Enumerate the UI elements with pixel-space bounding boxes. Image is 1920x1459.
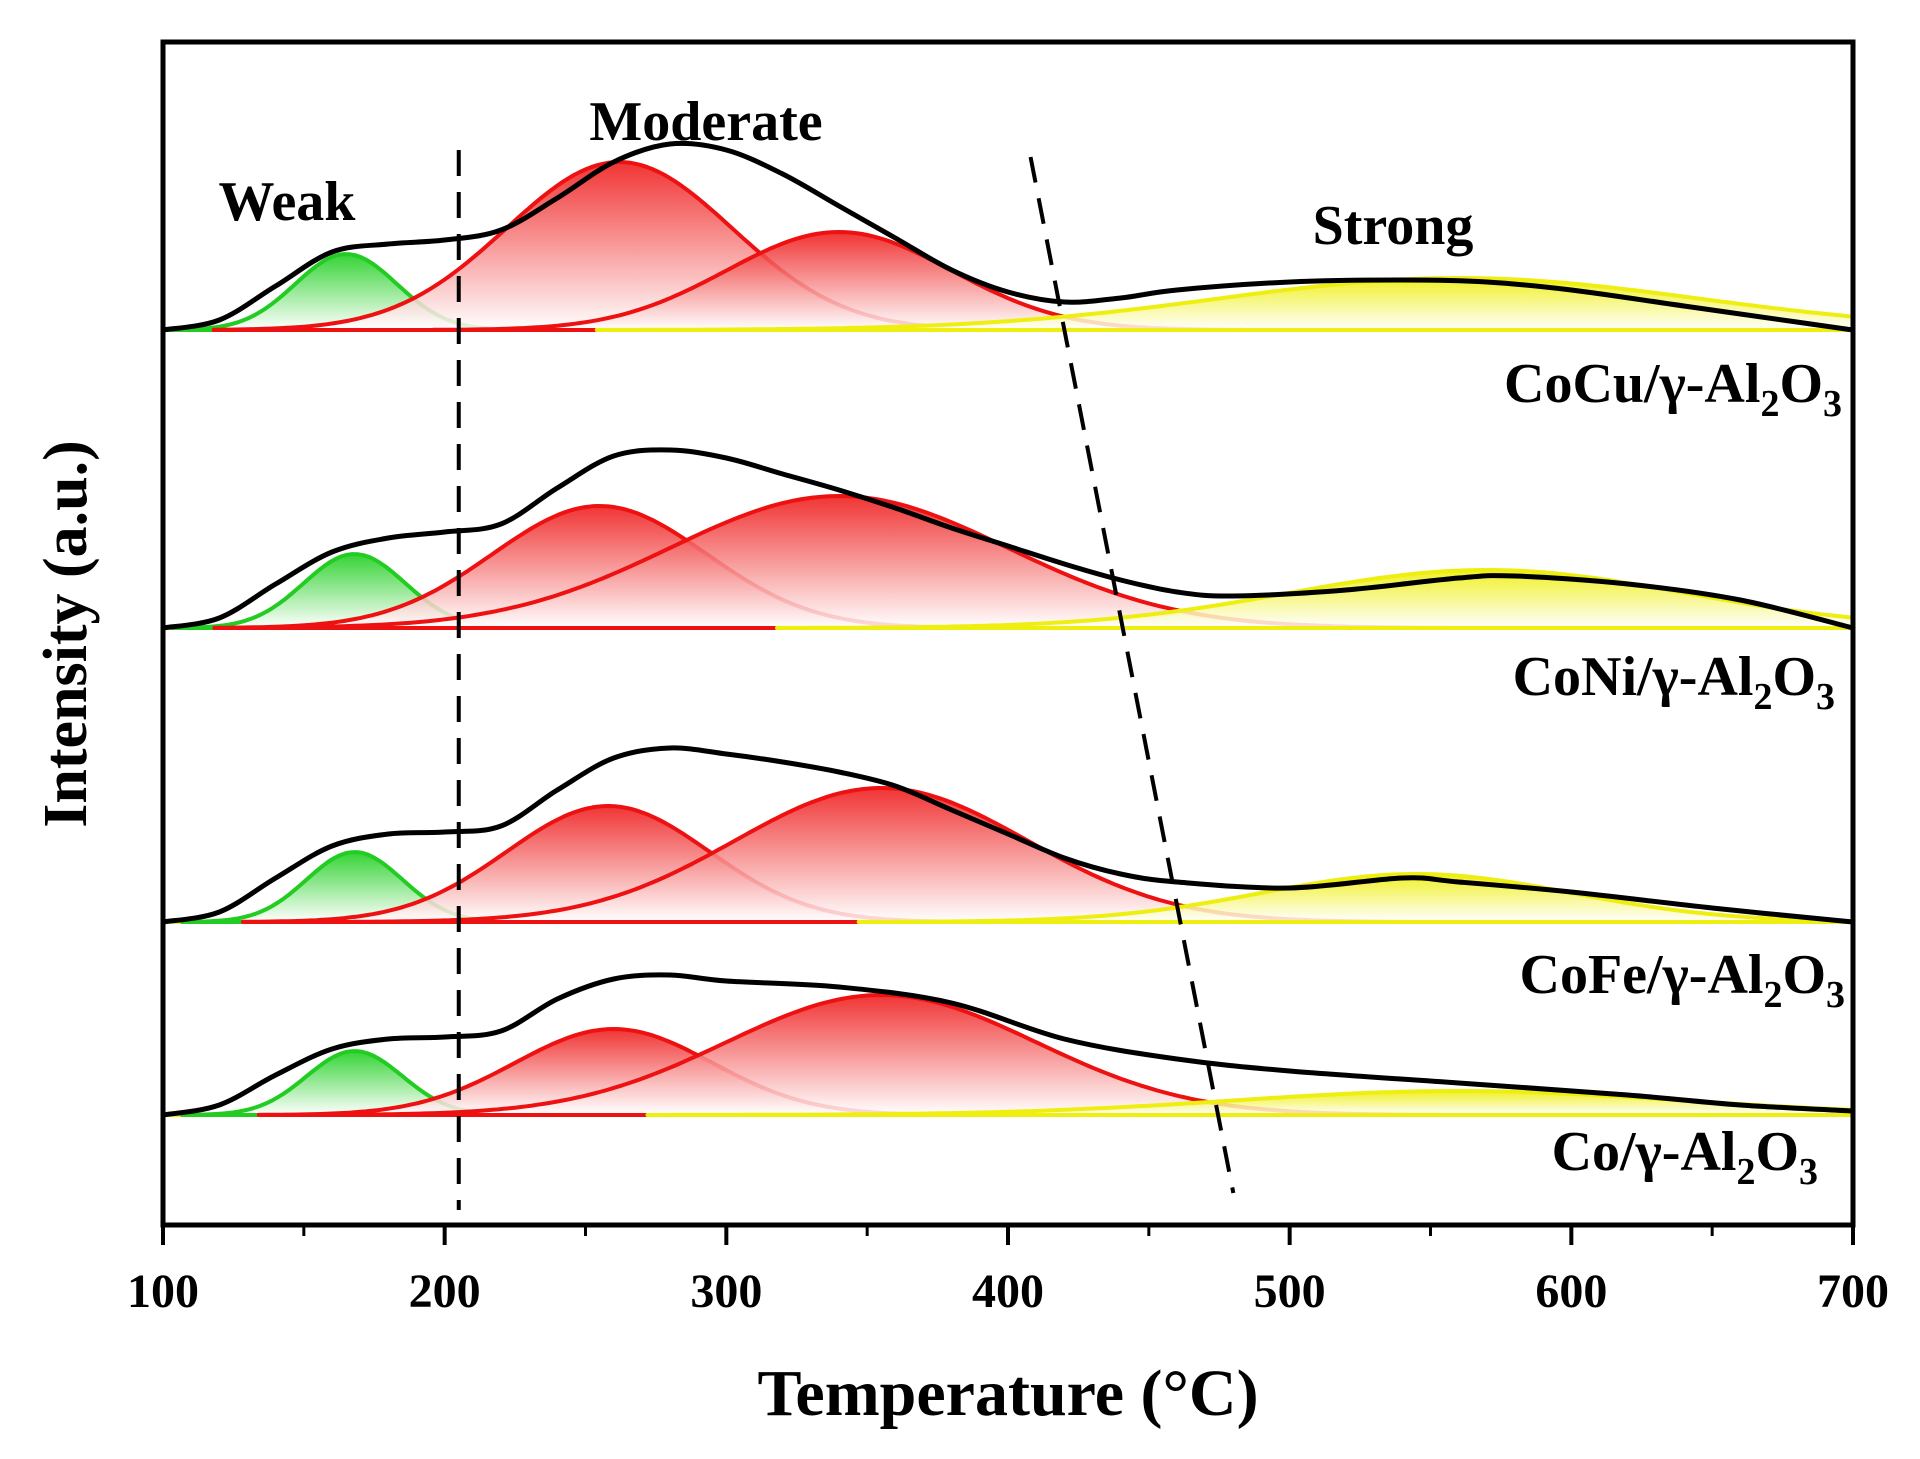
series-2 (163, 745, 1853, 925)
x-axis-label: Temperature (°C) (757, 1357, 1258, 1430)
series-envelope (163, 972, 1853, 1118)
divider-layer (456, 150, 1236, 1210)
series-envelope (163, 447, 1853, 631)
series-1 (163, 447, 1853, 631)
series-layer (163, 140, 1853, 1118)
series-0 (163, 140, 1853, 333)
series-envelope (163, 140, 1853, 333)
x-tick-label-600: 600 (1535, 1265, 1607, 1318)
y-axis-label: Intensity (a.u.) (32, 440, 100, 828)
series-envelope (163, 745, 1853, 925)
x-tick-label-300: 300 (690, 1265, 762, 1318)
x-tick-label-200: 200 (409, 1265, 481, 1318)
series-label-coni: CoNi/γ-Al2O3 (1513, 646, 1835, 718)
x-tick-label-700: 700 (1817, 1265, 1889, 1318)
region-label-weak: Weak (219, 171, 357, 233)
series-label-cocu: CoCu/γ-Al2O3 (1504, 353, 1842, 425)
x-tick-label-100: 100 (127, 1265, 199, 1318)
peak-strong-3 (594, 276, 1853, 332)
region-label-moderate: Moderate (589, 91, 822, 153)
x-axis: 100 200 300 400 500 600 700 (127, 1225, 1889, 1318)
x-tick-label-400: 400 (972, 1265, 1044, 1318)
series-3 (163, 972, 1853, 1118)
region-label-strong: Strong (1313, 195, 1474, 257)
series-label-cofe: CoFe/γ-Al2O3 (1520, 944, 1845, 1016)
moderate-strong-divider (1028, 156, 1236, 1194)
series-label-co: Co/γ-Al2O3 (1552, 1121, 1818, 1193)
x-tick-label-500: 500 (1254, 1265, 1326, 1318)
peak-strong-3 (856, 872, 1853, 924)
